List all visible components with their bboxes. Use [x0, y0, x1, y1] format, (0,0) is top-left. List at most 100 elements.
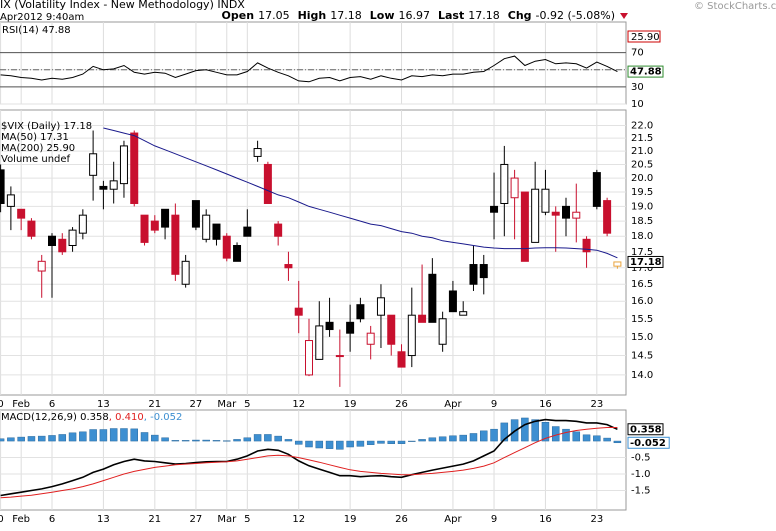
histogram-bar: [490, 428, 498, 442]
histogram-bar: [593, 435, 601, 442]
histogram-bar: [346, 440, 354, 448]
quote-value: 17.18: [468, 9, 500, 22]
histogram-bar: [181, 440, 190, 442]
histogram-bar: [397, 440, 406, 444]
histogram-bar: [58, 434, 67, 442]
quote-value: 17.05: [258, 9, 290, 22]
histogram-bar: [387, 440, 395, 444]
candle-body: [243, 226, 252, 237]
candle-body: [459, 311, 468, 316]
y-tick-label: 16.5: [631, 279, 653, 290]
candle-body: [335, 355, 344, 358]
x-tick-label: 0: [0, 514, 4, 525]
histogram-bar: [582, 434, 591, 442]
candle-body: [284, 264, 293, 269]
candle-body: [109, 180, 118, 190]
candle-body: [161, 208, 170, 228]
histogram-bar: [521, 417, 529, 442]
x-tick-label: 9: [491, 514, 497, 525]
quote-label: Last: [438, 9, 464, 22]
ma200-tag-box: [627, 30, 661, 43]
candle-body: [6, 194, 15, 207]
candle-body: [0, 169, 5, 204]
y-tick-label: 16.0: [631, 296, 653, 307]
x-tick-label: 12: [292, 514, 305, 525]
histogram-bar: [48, 435, 56, 442]
y-tick-label: 19.5: [631, 187, 653, 198]
x-tick-label: Feb: [12, 399, 30, 410]
histogram-bar: [480, 430, 488, 442]
candle-body: [37, 260, 46, 272]
x-tick-label: Mar: [217, 514, 237, 525]
candle-body: [500, 163, 509, 204]
histogram-bar: [171, 440, 180, 442]
histogram-bar: [202, 439, 210, 442]
histogram-bar: [99, 429, 108, 442]
candle-body: [397, 351, 406, 368]
y-tick-label: 17.5: [631, 247, 653, 258]
histogram-bar: [325, 440, 334, 449]
candle-body: [202, 214, 211, 240]
legend-entry: Volume undef: [1, 154, 71, 165]
candle-body: [603, 200, 612, 234]
candle-body: [253, 148, 262, 157]
y-tick-label: -0.5: [631, 453, 651, 464]
x-tick-label: 6: [49, 399, 55, 410]
value-tag-box: [627, 65, 664, 78]
histogram-bar: [613, 440, 622, 444]
value-tag-box: [627, 436, 670, 449]
candle-body: [78, 214, 87, 234]
histogram-bar: [223, 440, 231, 442]
x-tick-label: 21: [148, 514, 161, 525]
candle-body: [305, 340, 313, 376]
x-tick-label: 9: [491, 399, 497, 410]
histogram-bar: [17, 436, 25, 442]
candle-body: [233, 245, 242, 262]
histogram-bar: [212, 440, 221, 442]
value-tag: 47.88: [630, 67, 662, 78]
x-tick-label: Apr: [444, 399, 462, 410]
y-tick-label: -1.5: [631, 486, 651, 497]
candle-body: [274, 223, 283, 237]
x-tick-label: Feb: [12, 514, 30, 525]
y-tick-label: 14.5: [631, 351, 653, 362]
y-tick-label: 14.0: [631, 370, 653, 381]
histogram-bar: [449, 435, 457, 442]
candle-body: [222, 235, 231, 259]
watermark: © StockCharts.com: [694, 1, 776, 12]
value-tag: -0.052: [630, 438, 666, 449]
y-tick-label: 10: [631, 99, 644, 110]
candle-body: [448, 290, 457, 313]
x-tick-label: 23: [590, 399, 603, 410]
candle-body: [68, 229, 77, 247]
histogram-bar: [264, 434, 272, 442]
histogram-bar: [140, 432, 149, 442]
histogram-bar: [500, 422, 509, 442]
x-tick-label: Mar: [217, 399, 237, 410]
x-tick-label: 21: [148, 399, 161, 410]
candle-body: [418, 314, 427, 323]
histogram-bar: [541, 422, 550, 442]
chart-header-title: IX (Volatility Index - New Methodology) …: [0, 0, 245, 11]
candle-body: [407, 314, 416, 357]
histogram-bar: [551, 426, 560, 442]
x-tick-label: 5: [244, 514, 250, 525]
chart-header-date: Apr2012 9:40am: [0, 12, 84, 23]
histogram-bar: [120, 428, 128, 442]
histogram-bar: [284, 439, 293, 442]
histogram-bar: [274, 435, 282, 442]
candle-body: [17, 208, 26, 219]
candle-body: [592, 172, 601, 207]
histogram-bar: [192, 439, 200, 442]
histogram-bar: [366, 440, 375, 445]
candle-body: [346, 321, 355, 334]
x-tick-label: 13: [97, 514, 110, 525]
y-tick-label: 21.5: [631, 133, 653, 144]
candle-body: [582, 238, 591, 253]
candle-body: [387, 314, 396, 345]
candle-body: [212, 223, 221, 240]
y-tick-label: 18.5: [631, 216, 653, 227]
x-tick-label: 26: [395, 514, 408, 525]
candle-body: [119, 145, 128, 185]
